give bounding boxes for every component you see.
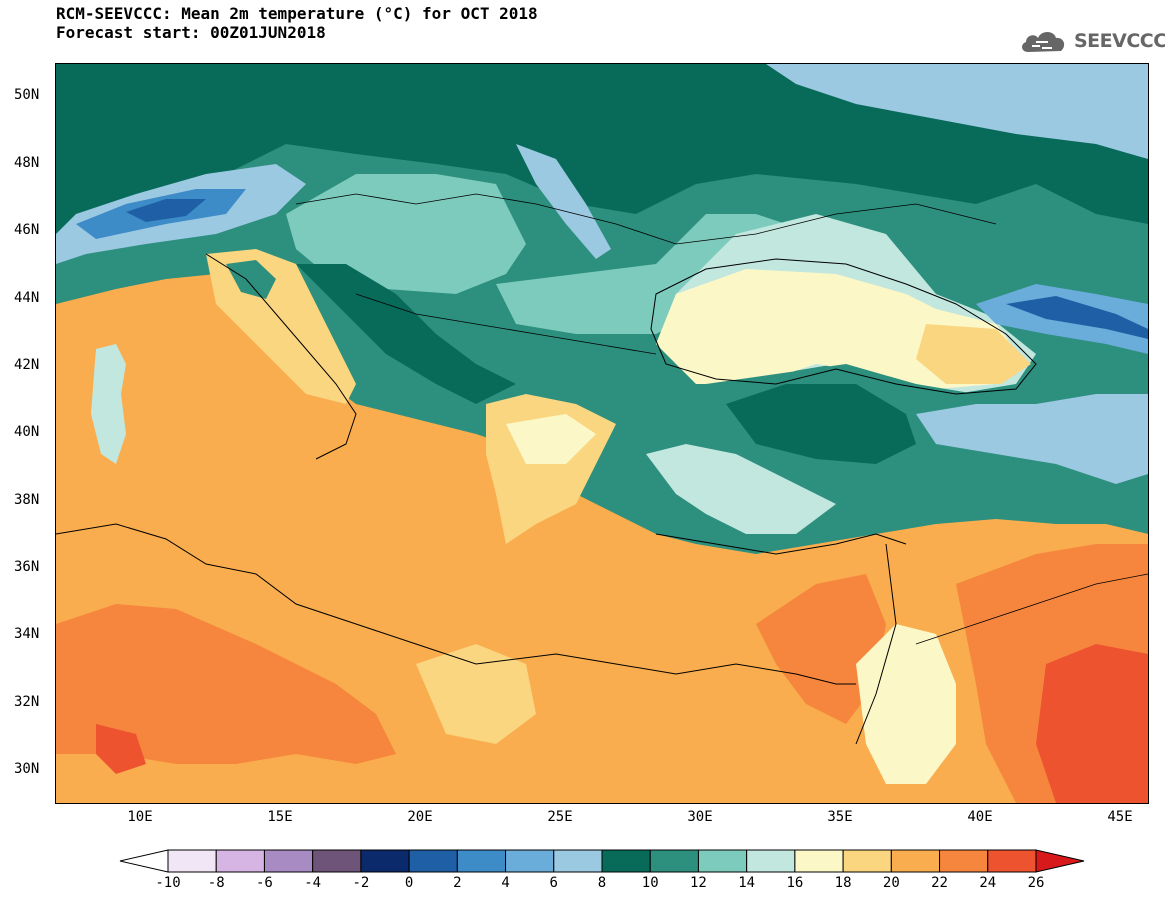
temp-zone-levant bbox=[756, 574, 886, 724]
colorbar-swatch bbox=[553, 849, 603, 873]
country-borders-middle-east bbox=[915, 573, 1148, 645]
coastline-levant bbox=[855, 543, 897, 745]
colorbar-swatch bbox=[746, 849, 796, 873]
colorbar-tick-label: 18 bbox=[834, 875, 852, 891]
lon-label: 10E bbox=[127, 809, 153, 825]
lat-label: 50N bbox=[14, 87, 40, 103]
lat-label: 38N bbox=[14, 492, 40, 508]
lon-label: 35E bbox=[827, 809, 853, 825]
lat-label: 48N bbox=[14, 155, 40, 171]
coastline-black-sea bbox=[650, 258, 1037, 395]
temp-zone-alps-dark bbox=[126, 199, 206, 222]
colorbar-tick-label: 4 bbox=[501, 875, 510, 891]
lon-label: 15E bbox=[267, 809, 293, 825]
lat-label: 42N bbox=[14, 357, 40, 373]
lon-label: 25E bbox=[547, 809, 573, 825]
temperature-map bbox=[55, 63, 1149, 804]
colorbar-swatch bbox=[649, 849, 699, 873]
temp-zone-aegean-coast bbox=[646, 444, 836, 534]
temp-zone-tunisia-hot bbox=[96, 724, 146, 774]
lon-label: 45E bbox=[1107, 809, 1133, 825]
country-borders bbox=[295, 193, 997, 245]
lat-label: 46N bbox=[14, 222, 40, 238]
lat-label: 44N bbox=[14, 290, 40, 306]
coastline-africa bbox=[56, 523, 856, 685]
temp-zone-anatolia-east bbox=[916, 394, 1148, 484]
temp-zone-sardinia bbox=[91, 344, 126, 464]
colorbar-swatch bbox=[505, 849, 555, 873]
colorbar-swatch bbox=[312, 849, 362, 873]
colorbar-tick-label: 16 bbox=[786, 875, 804, 891]
colorbar-tick-label: -10 bbox=[155, 875, 181, 891]
temp-zone-apennines bbox=[226, 260, 276, 299]
colorbar-swatch bbox=[215, 849, 265, 873]
colorbar-tick-label: -6 bbox=[256, 875, 273, 891]
colorbar-swatch bbox=[408, 849, 458, 873]
map-title: RCM-SEEVCCC: Mean 2m temperature (°C) fo… bbox=[56, 4, 538, 23]
seevccc-logo: SEEVCCC bbox=[1018, 26, 1165, 56]
temperature-field bbox=[56, 64, 1148, 803]
temp-zone-carpathians bbox=[516, 144, 611, 259]
colorbar-tick-label: 2 bbox=[453, 875, 462, 891]
lat-label: 30N bbox=[14, 761, 40, 777]
temp-zone-north-africa bbox=[56, 604, 396, 764]
colorbar-swatch bbox=[360, 849, 410, 873]
colorbar-tick-label: -2 bbox=[352, 875, 370, 891]
colorbar-tick-label: 10 bbox=[641, 875, 659, 891]
logo-text: SEEVCCC bbox=[1074, 30, 1165, 52]
colorbar-tick-label: -8 bbox=[207, 875, 225, 891]
lon-label: 40E bbox=[967, 809, 993, 825]
colorbar-tick-label: 14 bbox=[738, 875, 756, 891]
colorbar-swatch bbox=[890, 849, 941, 873]
colorbar-tick-label: 6 bbox=[549, 875, 558, 891]
temp-zone-libya-pale bbox=[416, 644, 536, 744]
colorbar-swatch bbox=[842, 849, 892, 873]
colorbar-swatch bbox=[939, 849, 989, 873]
temp-zone-anatolia-dark bbox=[726, 384, 916, 464]
colorbar-swatch bbox=[601, 849, 651, 873]
colorbar-tick-label: 24 bbox=[979, 875, 997, 891]
temp-zone-6-8-northeast bbox=[766, 64, 1148, 159]
lon-label: 20E bbox=[407, 809, 433, 825]
colorbar-swatch bbox=[697, 849, 748, 873]
temp-zone-greece-north bbox=[506, 414, 596, 464]
colorbar-tick-label: 8 bbox=[597, 875, 607, 891]
lon-label: 30E bbox=[687, 809, 713, 825]
lat-label: 32N bbox=[14, 694, 40, 710]
colorbar-over-triangle bbox=[1035, 849, 1085, 873]
colorbar-tick-label: 0 bbox=[404, 875, 414, 891]
lat-label: 34N bbox=[14, 626, 40, 642]
colorbar-tick-label: 12 bbox=[690, 875, 707, 891]
lat-label: 36N bbox=[14, 559, 40, 575]
cloud-icon bbox=[1022, 32, 1065, 52]
temp-zone-black-sea-east bbox=[916, 324, 1031, 384]
colorbar-tick-label: 26 bbox=[1027, 875, 1045, 891]
country-borders-balkans bbox=[355, 293, 657, 355]
colorbar-swatch bbox=[263, 849, 314, 873]
temp-zone-caucasus-dark bbox=[1006, 296, 1148, 339]
colorbar-swatch bbox=[456, 849, 507, 873]
coastline-italy bbox=[205, 253, 357, 460]
forecast-start-label: Forecast start: 00Z01JUN2018 bbox=[56, 23, 326, 42]
temp-zone-dinarides bbox=[296, 264, 516, 404]
colorbar-under-triangle bbox=[119, 849, 169, 873]
colorbar-swatch bbox=[167, 849, 217, 873]
colorbar-tick-label: 20 bbox=[882, 875, 900, 891]
lat-label: 40N bbox=[14, 424, 40, 440]
colorbar-tick-label: 22 bbox=[931, 875, 948, 891]
coastline-anatolia bbox=[655, 533, 907, 555]
temp-zone-jordan bbox=[856, 624, 956, 784]
temp-zone-iraq-hot bbox=[1036, 644, 1148, 803]
colorbar-tick-label: -4 bbox=[304, 875, 322, 891]
colorbar-swatch bbox=[794, 849, 844, 873]
colorbar-swatch bbox=[987, 849, 1037, 873]
